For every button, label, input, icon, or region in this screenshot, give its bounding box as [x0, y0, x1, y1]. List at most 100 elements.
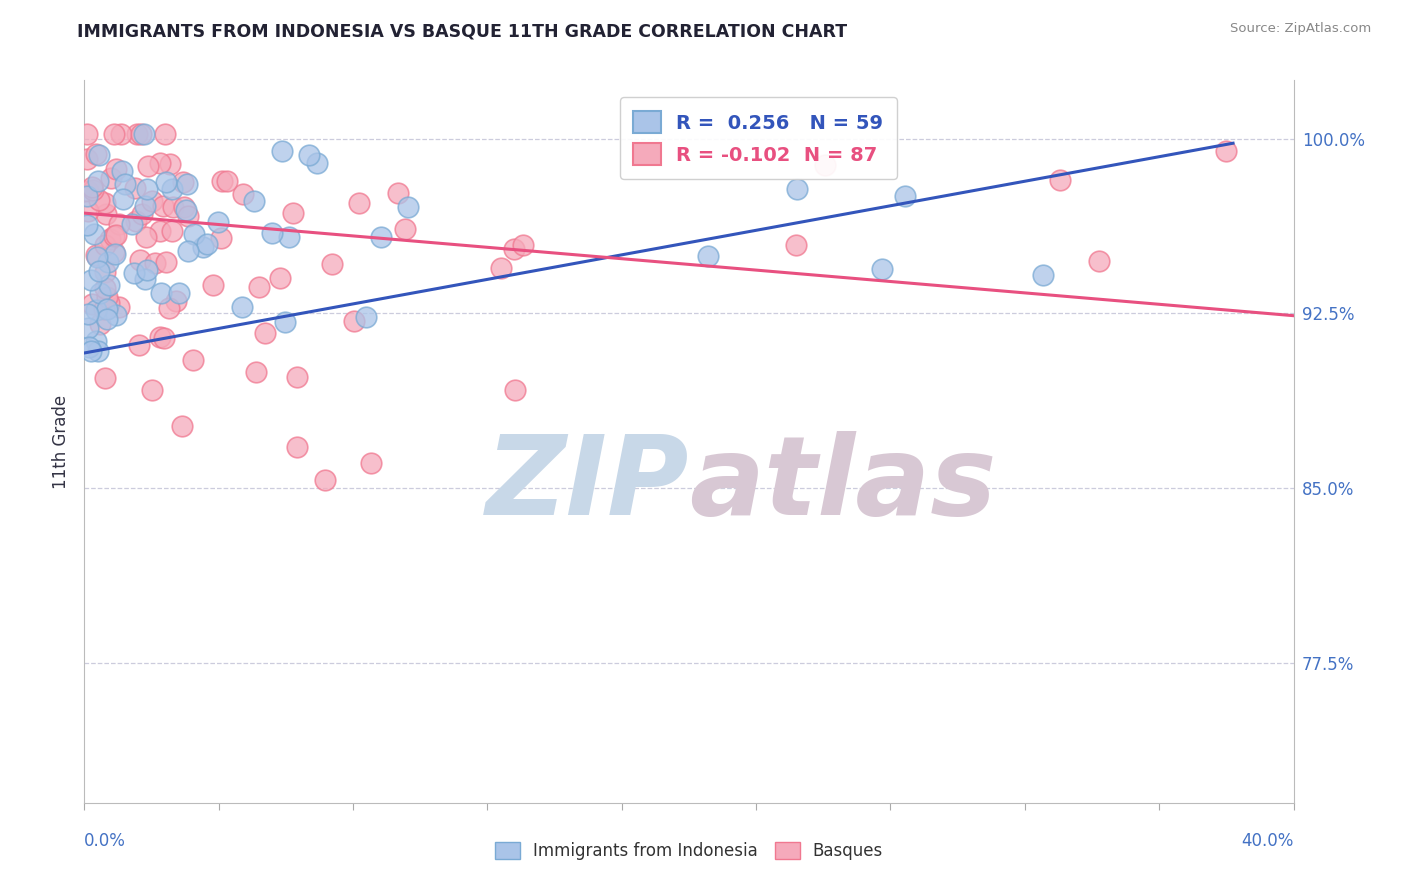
Point	[76, 152, 98, 166]
Point	[814, 158, 837, 172]
Point	[131, 206, 153, 220]
Point	[132, 127, 155, 141]
Point	[114, 177, 136, 191]
Point	[150, 285, 173, 300]
Point	[94, 237, 117, 252]
Point	[80, 180, 103, 194]
Point	[87, 174, 110, 188]
Text: Source: ZipAtlas.com: Source: ZipAtlas.com	[1230, 22, 1371, 36]
Point	[503, 243, 526, 257]
Point	[135, 262, 157, 277]
Point	[104, 247, 127, 261]
Point	[387, 186, 409, 200]
Point	[165, 294, 187, 309]
Point	[173, 200, 195, 214]
Point	[94, 281, 117, 295]
Point	[149, 155, 172, 169]
Point	[149, 224, 172, 238]
Point	[160, 181, 183, 195]
Point	[149, 330, 172, 344]
Point	[181, 352, 204, 367]
Point	[111, 193, 134, 207]
Point	[217, 174, 239, 188]
Point	[1049, 173, 1071, 187]
Point	[167, 285, 190, 300]
Point	[111, 164, 134, 178]
Point	[107, 300, 129, 314]
Point	[870, 261, 893, 276]
Point	[245, 365, 267, 379]
Point	[128, 338, 150, 352]
Point	[76, 218, 98, 232]
Point	[489, 261, 512, 276]
Point	[170, 419, 193, 434]
Point	[253, 326, 276, 340]
Point	[79, 273, 101, 287]
Point	[122, 266, 145, 280]
Point	[89, 317, 111, 331]
Point	[77, 184, 100, 198]
Point	[396, 200, 419, 214]
Point	[124, 181, 146, 195]
Point	[87, 264, 110, 278]
Point	[84, 146, 107, 161]
Point	[176, 178, 198, 192]
Point	[157, 301, 180, 315]
Point	[84, 248, 107, 262]
Point	[125, 214, 148, 228]
Point	[80, 344, 103, 359]
Point	[134, 272, 156, 286]
Point	[98, 232, 121, 246]
Point	[76, 308, 98, 322]
Point	[786, 181, 808, 195]
Point	[89, 285, 111, 300]
Point	[96, 207, 118, 221]
Point	[343, 314, 366, 328]
Point	[93, 301, 115, 316]
Point	[96, 302, 118, 317]
Point	[131, 127, 153, 141]
Point	[152, 331, 174, 345]
Point	[80, 297, 103, 311]
Point	[127, 127, 149, 141]
Text: IMMIGRANTS FROM INDONESIA VS BASQUE 11TH GRADE CORRELATION CHART: IMMIGRANTS FROM INDONESIA VS BASQUE 11TH…	[77, 22, 848, 40]
Point	[201, 277, 224, 292]
Point	[103, 228, 125, 243]
Point	[128, 253, 150, 268]
Point	[285, 369, 308, 384]
Point	[512, 237, 534, 252]
Point	[269, 270, 291, 285]
Point	[785, 238, 807, 252]
Point	[195, 237, 218, 252]
Point	[96, 311, 118, 326]
Point	[183, 227, 205, 241]
Point	[160, 224, 183, 238]
Point	[145, 256, 167, 270]
Text: 40.0%: 40.0%	[1241, 831, 1294, 850]
Point	[97, 255, 120, 269]
Point	[176, 244, 198, 258]
Point	[894, 189, 917, 203]
Point	[1032, 268, 1054, 282]
Point	[76, 204, 98, 219]
Point	[321, 257, 343, 271]
Point	[104, 228, 127, 243]
Point	[108, 218, 131, 232]
Point	[141, 383, 163, 397]
Point	[97, 278, 120, 293]
Point	[152, 199, 174, 213]
Text: atlas: atlas	[689, 432, 997, 539]
Point	[98, 296, 121, 310]
Point	[503, 383, 526, 397]
Point	[84, 303, 107, 318]
Point	[94, 371, 117, 385]
Point	[94, 196, 117, 211]
Point	[174, 203, 197, 218]
Point	[207, 215, 229, 229]
Point	[135, 229, 157, 244]
Point	[155, 255, 177, 269]
Point	[172, 175, 194, 189]
Point	[285, 440, 308, 454]
Point	[155, 127, 177, 141]
Point	[104, 161, 127, 176]
